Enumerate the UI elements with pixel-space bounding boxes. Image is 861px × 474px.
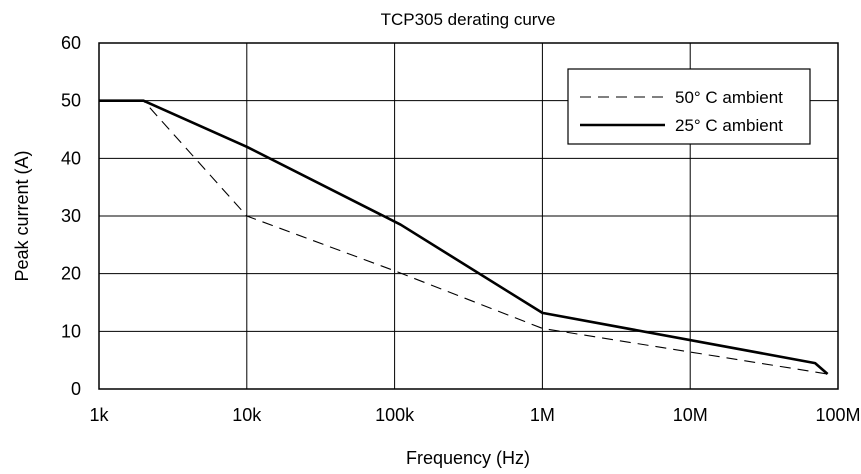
y-tick-label: 40	[61, 148, 81, 168]
plot-frame	[98, 42, 839, 390]
y-tick-label: 20	[61, 264, 81, 284]
x-tick-label: 1k	[89, 405, 109, 425]
y-tick-label: 10	[61, 321, 81, 341]
tick-labels: 1k 10k 100k 1M 10M 100M 0 10 20 30 40 50 60	[61, 33, 861, 425]
y-tick-label: 30	[61, 206, 81, 226]
x-tick-label: 100k	[375, 405, 415, 425]
x-tick-label: 10k	[232, 405, 262, 425]
chart-title: TCP305 derating curve	[381, 10, 556, 29]
x-axis-label: Frequency (Hz)	[406, 448, 530, 468]
y-tick-label: 50	[61, 91, 81, 111]
x-tick-label: 10M	[673, 405, 708, 425]
series-line-solid	[99, 99, 829, 375]
series-lines	[99, 99, 829, 375]
legend-box	[567, 68, 811, 145]
x-tick-label: 100M	[815, 405, 860, 425]
y-axis-label: Peak current (A)	[12, 150, 32, 281]
legend-label: 50° C ambient	[675, 88, 783, 107]
x-tick-label: 1M	[530, 405, 555, 425]
y-tick-label: 0	[71, 379, 81, 399]
legend-label: 25° C ambient	[675, 116, 783, 135]
legend: 50° C ambient 25° C ambient	[567, 68, 811, 145]
y-tick-label: 60	[61, 33, 81, 53]
